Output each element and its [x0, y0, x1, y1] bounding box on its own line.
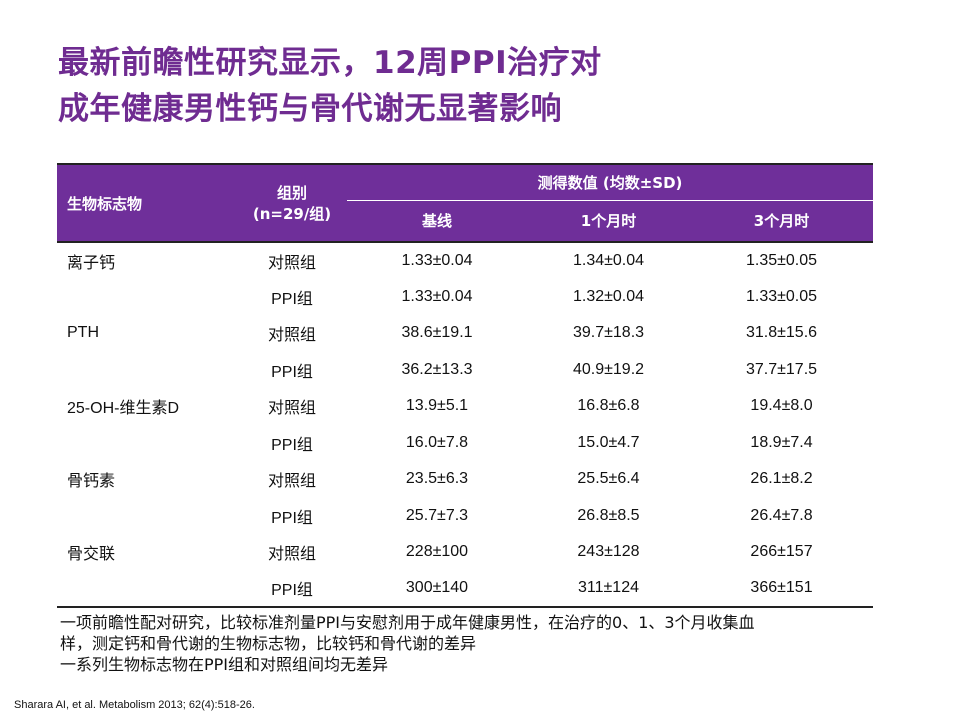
cell-group: 对照组 — [267, 400, 316, 418]
cell-baseline: 23.5±6.3 — [405, 470, 469, 488]
cell-group: 对照组 — [267, 546, 316, 564]
cell-month-1: 1.32±0.04 — [572, 287, 645, 305]
table-row: PPI组 16.0±7.8 15.0±4.7 18.9±7.4 — [57, 425, 873, 462]
table-row: 骨交联 对照组 228±100 243±128 266±157 — [57, 534, 873, 571]
cell-group: PPI组 — [271, 509, 313, 527]
slide-title-line-2: 成年健康男性钙与骨代谢无显著影响 — [58, 91, 562, 127]
cell-marker: PTH — [67, 324, 99, 342]
cell-marker — [57, 279, 237, 316]
table-header: 生物标志物 组别 (n=29/组) 测得数值 (均数±SD) 基线 1个月时 3… — [57, 164, 874, 242]
cell-month-1: 40.9±19.2 — [572, 360, 645, 378]
cell-baseline: 300±140 — [405, 579, 469, 597]
cell-month-1: 25.5±6.4 — [577, 470, 640, 488]
cell-month-1: 1.34±0.04 — [572, 251, 645, 269]
note-line-1: 一项前瞻性配对研究，比较标准剂量PPI与安慰剂用于成年健康男性，在治疗的0、1、… — [60, 613, 755, 632]
note-line-2: 样，测定钙和骨代谢的生物标志物，比较钙和骨代谢的差异 — [60, 634, 477, 653]
cell-group: PPI组 — [271, 436, 313, 454]
cell-baseline: 1.33±0.04 — [401, 287, 473, 305]
header-measured-values: 测得数值 (均数±SD) — [347, 164, 874, 201]
table-row: 骨钙素 对照组 23.5±6.3 25.5±6.4 26.1±8.2 — [57, 461, 873, 498]
header-group-n: (n=29/组) — [252, 205, 332, 223]
cell-month-3: 1.35±0.05 — [745, 251, 818, 269]
cell-marker: 离子钙 — [67, 254, 116, 272]
cell-group: PPI组 — [271, 582, 313, 600]
cell-baseline: 1.33±0.04 — [401, 251, 473, 269]
cell-baseline: 25.7±7.3 — [405, 506, 469, 524]
cell-month-1: 16.8±6.8 — [577, 397, 640, 415]
cell-month-1: 26.8±8.5 — [577, 506, 640, 524]
table-row: 25-OH-维生素D 对照组 13.9±5.1 16.8±6.8 19.4±8.… — [57, 388, 873, 425]
cell-group: 对照组 — [267, 473, 316, 491]
table-row: PPI组 1.33±0.04 1.32±0.04 1.33±0.05 — [57, 279, 873, 316]
cell-marker: 骨交联 — [67, 546, 116, 564]
cell-baseline: 228±100 — [405, 543, 469, 561]
biomarker-table: 生物标志物 组别 (n=29/组) 测得数值 (均数±SD) 基线 1个月时 3… — [57, 163, 874, 608]
cell-baseline: 36.2±13.3 — [401, 360, 473, 378]
cell-month-3: 26.4±7.8 — [750, 506, 813, 524]
cell-group: PPI组 — [271, 363, 313, 381]
table-row: PTH 对照组 38.6±19.1 39.7±18.3 31.8±15.6 — [57, 315, 873, 352]
cell-month-3: 19.4±8.0 — [750, 397, 813, 415]
slide-title: 最新前瞻性研究显示，12周PPI治疗对 成年健康男性钙与骨代谢无显著影响 — [58, 40, 758, 132]
cell-baseline: 38.6±19.1 — [401, 324, 473, 342]
cell-month-3: 31.8±15.6 — [745, 324, 818, 342]
cell-month-1: 15.0±4.7 — [577, 433, 640, 451]
header-month-3: 3个月时 — [690, 200, 874, 242]
biomarker-table-container: 生物标志物 组别 (n=29/组) 测得数值 (均数±SD) 基线 1个月时 3… — [57, 163, 874, 608]
note-line-3: 一系列生物标志物在PPI组和对照组间均无差异 — [60, 655, 389, 674]
cell-marker — [57, 352, 237, 389]
header-group-label: 组别 — [276, 184, 307, 202]
cell-baseline: 13.9±5.1 — [405, 397, 469, 415]
citation: Sharara AI, et al. Metabolism 2013; 62(4… — [14, 699, 255, 711]
cell-group: 对照组 — [267, 254, 316, 272]
cell-month-3: 26.1±8.2 — [750, 470, 813, 488]
cell-month-1: 311±124 — [578, 579, 639, 597]
study-notes: 一项前瞻性配对研究，比较标准剂量PPI与安慰剂用于成年健康男性，在治疗的0、1、… — [60, 612, 900, 675]
cell-month-1: 243±128 — [577, 543, 640, 561]
cell-month-3: 1.33±0.05 — [745, 287, 818, 305]
header-baseline: 基线 — [347, 200, 527, 242]
table-row: 离子钙 对照组 1.33±0.04 1.34±0.04 1.35±0.05 — [57, 242, 873, 279]
cell-month-3: 366±151 — [750, 579, 813, 597]
cell-marker: 25-OH-维生素D — [67, 400, 180, 418]
table-row: PPI组 36.2±13.3 40.9±19.2 37.7±17.5 — [57, 352, 873, 389]
cell-marker — [57, 425, 237, 462]
cell-month-3: 18.9±7.4 — [750, 433, 813, 451]
header-biomarker: 生物标志物 — [57, 164, 237, 242]
cell-marker — [57, 571, 237, 608]
cell-month-1: 39.7±18.3 — [572, 324, 645, 342]
header-month-1: 1个月时 — [527, 200, 690, 242]
table-row: PPI组 25.7±7.3 26.8±8.5 26.4±7.8 — [57, 498, 873, 535]
slide-title-line-1: 最新前瞻性研究显示，12周PPI治疗对 — [58, 45, 602, 81]
header-group: 组别 (n=29/组) — [237, 164, 347, 242]
table-row: PPI组 300±140 311±124 366±151 — [57, 571, 873, 608]
table-body: 离子钙 对照组 1.33±0.04 1.34±0.04 1.35±0.05 PP… — [57, 242, 874, 608]
cell-baseline: 16.0±7.8 — [405, 433, 469, 451]
cell-group: PPI组 — [271, 290, 313, 308]
cell-group: 对照组 — [267, 327, 316, 345]
cell-month-3: 266±157 — [750, 543, 813, 561]
cell-month-3: 37.7±17.5 — [745, 360, 818, 378]
cell-marker: 骨钙素 — [67, 473, 116, 491]
cell-marker — [57, 498, 237, 535]
